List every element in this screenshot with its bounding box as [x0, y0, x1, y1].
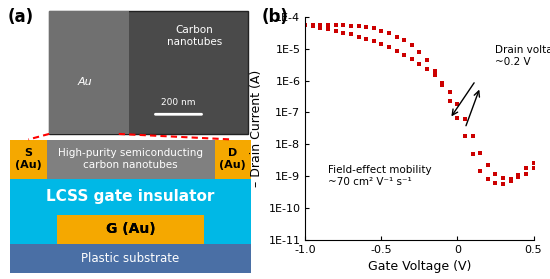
Bar [57, 215, 204, 244]
Text: 200 nm: 200 nm [161, 98, 196, 107]
Text: S
(Au): S (Au) [15, 148, 42, 170]
Text: Carbon
nanotubes: Carbon nanotubes [167, 25, 222, 47]
Bar [10, 140, 47, 179]
Bar [49, 11, 248, 134]
Text: Field-effect mobility
~70 cm² V⁻¹ s⁻¹: Field-effect mobility ~70 cm² V⁻¹ s⁻¹ [328, 165, 432, 187]
Bar [49, 11, 129, 134]
Text: G (Au): G (Au) [106, 222, 155, 236]
Text: (a): (a) [8, 8, 34, 27]
Text: D
(Au): D (Au) [219, 148, 246, 170]
Text: (b): (b) [262, 8, 289, 27]
Text: Plastic substrate: Plastic substrate [81, 252, 180, 265]
Bar [10, 215, 251, 244]
Y-axis label: – Drain Current (A): – Drain Current (A) [250, 70, 263, 187]
Bar [10, 179, 251, 215]
Text: G (Au): G (Au) [106, 222, 155, 236]
Bar [10, 215, 251, 244]
Bar [10, 140, 251, 179]
X-axis label: Gate Voltage (V): Gate Voltage (V) [368, 260, 471, 273]
Text: High-purity semiconducting
carbon nanotubes: High-purity semiconducting carbon nanotu… [58, 148, 203, 170]
Bar [214, 140, 251, 179]
Bar [10, 244, 251, 273]
Text: Drain voltage
~0.2 V: Drain voltage ~0.2 V [496, 45, 550, 67]
Text: LCSS gate insulator: LCSS gate insulator [46, 189, 214, 204]
Text: Au: Au [78, 77, 92, 87]
